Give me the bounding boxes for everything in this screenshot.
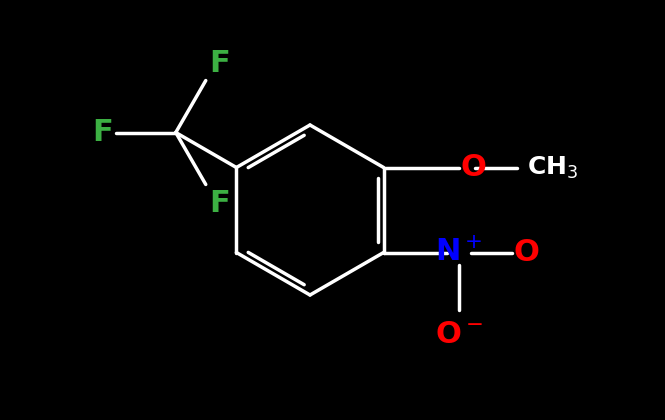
Text: F: F bbox=[92, 118, 113, 147]
Text: O$^-$: O$^-$ bbox=[435, 320, 483, 349]
Text: CH$_3$: CH$_3$ bbox=[527, 155, 578, 181]
Text: O: O bbox=[461, 153, 487, 182]
Text: F: F bbox=[209, 189, 229, 218]
Text: O: O bbox=[513, 238, 539, 267]
Text: N$^+$: N$^+$ bbox=[435, 238, 482, 267]
Text: F: F bbox=[209, 49, 229, 78]
